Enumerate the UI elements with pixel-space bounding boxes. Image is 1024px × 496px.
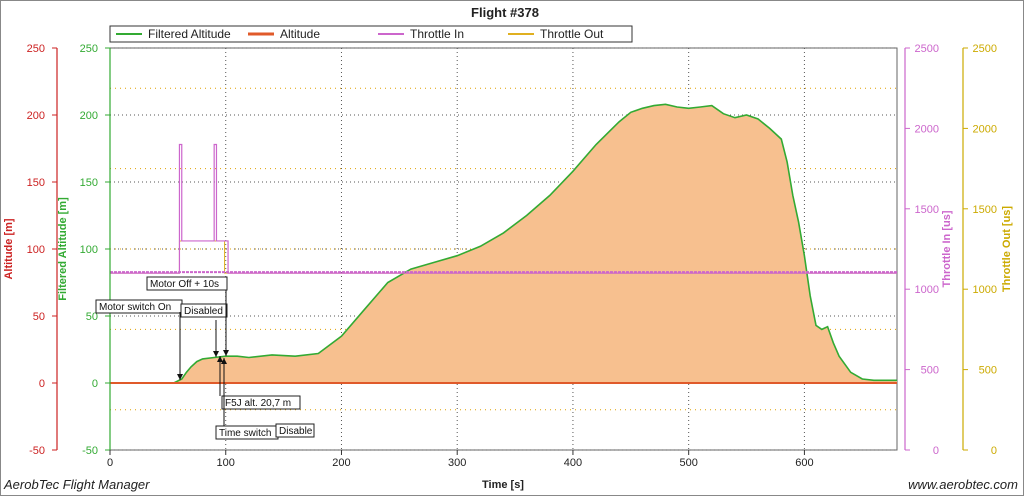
y-tick-label: 250 <box>80 43 98 55</box>
x-axis-label: Time [s] <box>482 479 524 491</box>
x-tick-label: 400 <box>564 457 582 469</box>
x-tick-label: 200 <box>332 457 350 469</box>
annotation-f5j-alt-box <box>221 395 301 410</box>
y-tick-label: -50 <box>82 445 98 457</box>
arrow-disabled-head <box>213 351 219 357</box>
y-tick-label: 2500 <box>915 43 939 55</box>
y-tick-label: 2000 <box>915 123 939 135</box>
y-tick-label: 150 <box>27 177 45 189</box>
y-tick-label: 0 <box>933 445 939 457</box>
footer-website[interactable]: www.aerobtec.com <box>908 477 1018 492</box>
y-tick-label: 0 <box>39 378 45 390</box>
annotation-motor-off: Motor Off + 10s <box>150 279 219 290</box>
y-tick-label: -50 <box>29 445 45 457</box>
arrow-motor-off-head <box>223 350 229 356</box>
annotation-disable-box <box>275 423 315 438</box>
y-tick-label: 100 <box>80 244 98 256</box>
y-tick-label: 1500 <box>915 204 939 216</box>
y-tick-label: 1000 <box>915 284 939 296</box>
annotation-motor-off-box <box>146 276 228 291</box>
annotation-f5j-alt: F5J alt. 20,7 m <box>225 398 291 409</box>
y-tick-label: 500 <box>979 365 997 377</box>
y-axis-label: Throttle Out [us] <box>1001 206 1013 292</box>
y-tick-label: 2500 <box>973 43 997 55</box>
y-tick-label: 2000 <box>973 123 997 135</box>
x-tick-label: 300 <box>448 457 466 469</box>
annotation-disabled-box <box>180 303 228 318</box>
legend-box <box>109 25 633 43</box>
legend-item: Throttle In <box>410 27 464 41</box>
x-tick-label: 600 <box>795 457 813 469</box>
footer-app-name: AerobTec Flight Manager <box>4 477 150 492</box>
y-tick-label: 500 <box>921 365 939 377</box>
legend-item: Filtered Altitude <box>148 27 231 41</box>
y-tick-label: 200 <box>80 110 98 122</box>
y-tick-label: 1000 <box>973 284 997 296</box>
annotation-disable: Disable <box>279 426 313 437</box>
arrow-motor-switch-on-head <box>177 374 183 380</box>
y-tick-label: 250 <box>27 43 45 55</box>
arrow-time-switch-head <box>221 358 227 364</box>
y-tick-label: 0 <box>991 445 997 457</box>
y-tick-label: 50 <box>86 311 98 323</box>
series-filtered-altitude <box>110 103 897 384</box>
y-tick-label: 150 <box>80 177 98 189</box>
y-tick-label: 50 <box>33 311 45 323</box>
altitude-area <box>110 104 897 384</box>
y-tick-label: 1500 <box>973 204 997 216</box>
y-axis-label: Altitude [m] <box>3 218 15 279</box>
x-tick-label: 500 <box>679 457 697 469</box>
y-axis-label: Filtered Altitude [m] <box>57 197 69 301</box>
annotation-motor-switch-on: Motor switch On <box>99 302 171 313</box>
x-tick-label: 100 <box>217 457 235 469</box>
legend-item: Altitude <box>280 27 320 41</box>
chart-title: Flight #378 <box>471 5 539 20</box>
y-tick-label: 100 <box>27 244 45 256</box>
annotation-time-switch: Time switch <box>219 428 271 439</box>
y-tick-label: 200 <box>27 110 45 122</box>
legend-item: Throttle Out <box>540 27 604 41</box>
x-tick-label: 0 <box>107 457 113 469</box>
y-tick-label: 0 <box>92 378 98 390</box>
series-throttle-in <box>110 143 897 274</box>
arrow-f5j-alt-head <box>217 356 223 362</box>
annotation-disabled: Disabled <box>184 306 223 317</box>
y-axis-label: Throttle In [us] <box>941 210 953 287</box>
